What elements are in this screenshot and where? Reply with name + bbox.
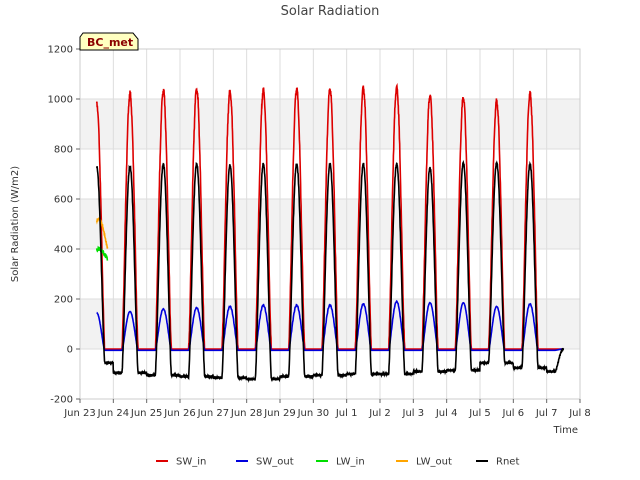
x-tick-label: Jul 7 (535, 408, 558, 419)
series-lines (95, 82, 565, 384)
x-tick-label: Jul 5 (468, 408, 491, 419)
legend-label: LW_out (416, 457, 452, 468)
plot-background-bands (80, 99, 580, 349)
x-tick-label: Jun 29 (263, 408, 296, 419)
x-tick-label: Jul 4 (435, 408, 458, 419)
x-tick-label: Jul 8 (568, 408, 591, 419)
series-line-sw-out (96, 299, 564, 352)
x-tick-label: Jul 1 (335, 408, 358, 419)
y-tick-label: 400 (54, 245, 73, 256)
x-tick-label: Jul 6 (502, 408, 525, 419)
x-tick-label: Jun 30 (297, 408, 330, 419)
badge-label: BC_met (87, 36, 133, 49)
y-tick-label: 1000 (48, 95, 73, 106)
legend-label: Rnet (496, 457, 519, 468)
background-band (80, 99, 580, 149)
y-tick-label: 1200 (48, 45, 73, 56)
y-axis-label: Solar Radiation (W/m2) (10, 166, 21, 282)
x-tick-label: Jun 23 (63, 408, 96, 419)
background-band (80, 199, 580, 249)
series-line-lw-out (95, 216, 109, 249)
y-tick-label: 600 (54, 195, 73, 206)
y-tick-label: 800 (54, 145, 73, 156)
legend-label: SW_out (256, 457, 294, 468)
series-line-sw-in (95, 82, 564, 353)
x-tick-label: Jun 25 (130, 408, 163, 419)
x-tick-label: Jun 26 (163, 408, 196, 419)
y-axis: -200 0 200 400 600 800 1000 1200 (48, 45, 80, 406)
y-tick-label: 200 (54, 295, 73, 306)
plot-area (79, 48, 581, 400)
x-axis: Jun 23 Jun 24 Jun 25 Jun 26 Jun 27 Jun 28 Jun … (63, 399, 591, 419)
x-tick-label: Jun 24 (97, 408, 130, 419)
y-tick-label: 0 (67, 345, 73, 356)
x-tick-label: Jul 2 (368, 408, 391, 419)
x-tick-label: Jun 27 (197, 408, 230, 419)
series-line-lw-in (95, 245, 109, 261)
y-tick-label: -200 (50, 395, 73, 406)
x-tick-label: Jun 28 (230, 408, 263, 419)
site-badge: BC_met (79, 32, 139, 51)
x-axis-label: Time (553, 425, 578, 436)
legend-label: LW_in (336, 457, 365, 468)
legend: SW_in SW_out LW_in LW_out Rnet (156, 457, 519, 468)
badge-shape (79, 32, 139, 51)
chart-title: Solar Radiation (281, 4, 380, 19)
series-line-rnet (95, 159, 565, 384)
x-tick-label: Jul 3 (402, 408, 425, 419)
legend-label: SW_in (176, 457, 206, 468)
